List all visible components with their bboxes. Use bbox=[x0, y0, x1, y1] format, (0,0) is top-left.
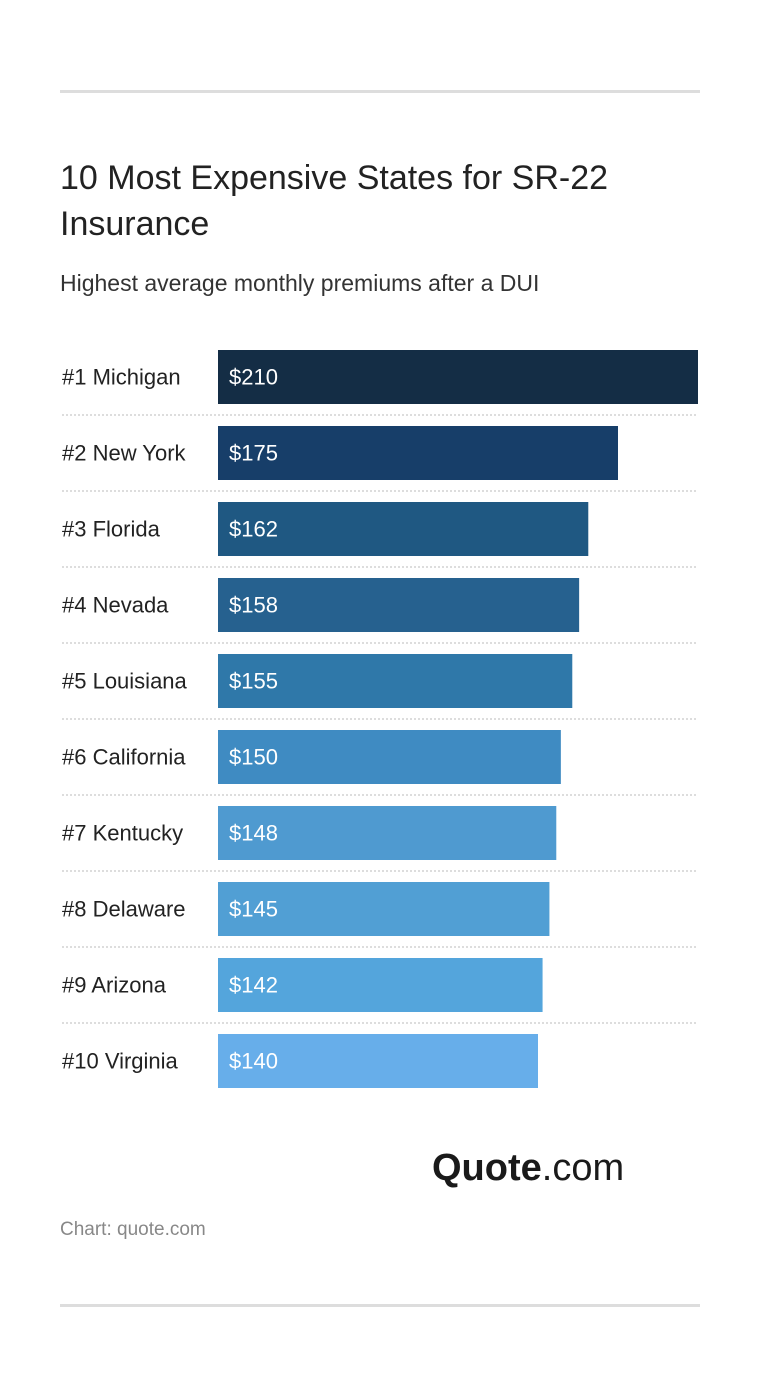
category-label: #7 Kentucky bbox=[62, 821, 183, 846]
value-label: $140 bbox=[229, 1049, 278, 1074]
bar bbox=[218, 654, 573, 708]
value-label: $150 bbox=[229, 745, 278, 770]
value-label: $175 bbox=[229, 441, 278, 466]
bar bbox=[218, 958, 543, 1012]
bar bbox=[218, 730, 561, 784]
quote-logo: Quote.com bbox=[432, 1143, 624, 1193]
value-label: $145 bbox=[229, 897, 278, 922]
value-label: $142 bbox=[229, 973, 278, 998]
chart-title: 10 Most Expensive States for SR-22 Insur… bbox=[60, 159, 609, 243]
source-note: Chart: quote.com bbox=[60, 1219, 206, 1240]
category-label: #3 Florida bbox=[62, 517, 161, 542]
bar bbox=[218, 882, 550, 936]
logo-suffix: .com bbox=[541, 1147, 625, 1189]
logo-brand: Quote bbox=[432, 1147, 542, 1189]
category-label: #1 Michigan bbox=[62, 365, 181, 390]
category-label: #8 Delaware bbox=[62, 897, 186, 922]
bar bbox=[218, 426, 618, 480]
category-label: #5 Louisiana bbox=[62, 669, 188, 694]
top-divider bbox=[60, 90, 700, 93]
bar bbox=[218, 1034, 538, 1088]
value-label: $162 bbox=[229, 517, 278, 542]
category-label: #6 California bbox=[62, 745, 186, 770]
category-label: #4 Nevada bbox=[62, 593, 169, 618]
bar bbox=[218, 350, 698, 404]
bar-chart: #1 Michigan $210 #2 New York $175 #3 Florida… bbox=[62, 350, 698, 1088]
chart-subtitle: Highest average monthly premiums after a… bbox=[60, 270, 540, 296]
value-label: $148 bbox=[229, 821, 278, 846]
category-label: #9 Arizona bbox=[62, 973, 167, 998]
category-label: #10 Virginia bbox=[62, 1049, 179, 1074]
value-label: $158 bbox=[229, 593, 278, 618]
category-label: #2 New York bbox=[62, 441, 187, 466]
value-label: $210 bbox=[229, 365, 278, 390]
bar bbox=[218, 578, 580, 632]
bottom-divider bbox=[60, 1304, 700, 1307]
value-label: $155 bbox=[229, 669, 278, 694]
bar bbox=[218, 806, 557, 860]
bar bbox=[218, 502, 589, 556]
